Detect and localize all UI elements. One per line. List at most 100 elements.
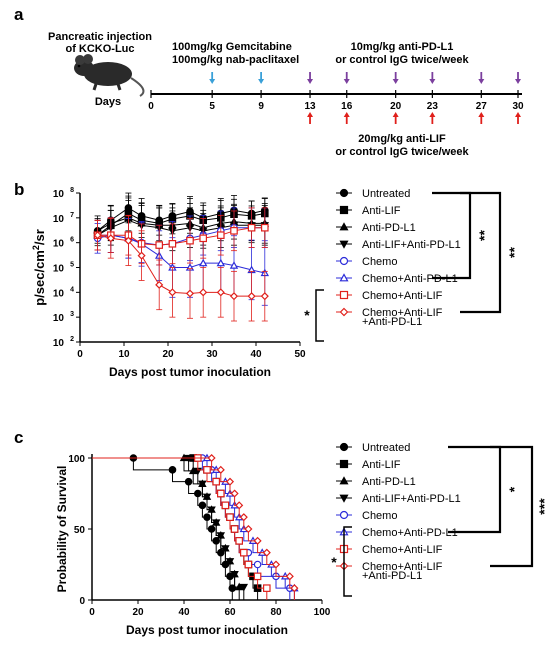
chemo-arrow [209, 79, 216, 84]
x-tick-label-b: 30 [206, 349, 218, 360]
data-point-b [217, 231, 225, 239]
significance-bracket-left-c [343, 526, 352, 597]
survival-point [207, 525, 216, 533]
survival-point [263, 584, 271, 592]
data-point-b [124, 236, 133, 245]
legend-marker [339, 256, 349, 266]
survival-point [253, 572, 262, 581]
legend-marker [339, 510, 349, 520]
bioluminescence-chart: 0 10 20 30 40 50 10 2 10 3 10 4 10 5 10 6 10 7 10 8 Days pos… [31, 187, 306, 379]
legend-marker [339, 494, 349, 503]
timeline-tick-label: 27 [476, 101, 488, 112]
survival-point [225, 477, 235, 486]
legend-label: Chemo+Anti-PD-L1 [362, 527, 458, 539]
survival-point [230, 489, 239, 498]
timeline-tick-label: 5 [209, 101, 215, 112]
survival-point [221, 545, 230, 553]
x-tick-label-c: 40 [178, 607, 190, 618]
legend-marker [339, 205, 349, 215]
legend-marker [339, 442, 349, 452]
survival-point [217, 489, 225, 498]
survival-point [230, 525, 239, 533]
survival-point [207, 453, 216, 463]
significance-mark-left-c: * [331, 554, 337, 570]
data-point-b [247, 292, 256, 301]
survival-point [228, 584, 237, 592]
legend-label: Chemo+Anti-PD-L1 [362, 273, 458, 285]
survival-point [216, 465, 225, 474]
y-axis-label-c: Probability of Survival [55, 466, 69, 593]
significance-mark-left: * [304, 307, 310, 323]
data-point-b [247, 223, 256, 232]
data-point-b [199, 288, 208, 297]
y-tick-label-c: 100 [68, 454, 85, 465]
survival-curve [92, 457, 268, 600]
legend-c: Untreated Anti-LIF Anti-PD-L1 Anti-LIF+Anti… [331, 442, 550, 597]
lif-dose-1: 20mg/kg anti-LIF [358, 133, 446, 145]
data-point-b [186, 236, 194, 245]
timeline: 0 5 9 13 16 20 23 27 30 [148, 72, 524, 124]
data-point-b [155, 280, 164, 289]
survival-point [226, 513, 234, 521]
pdl1-dose-2: or control IgG twice/week [335, 54, 469, 66]
x-tick-label-b: 0 [77, 349, 83, 360]
data-point-b [199, 234, 208, 243]
timeline-tick-label: 16 [341, 101, 353, 112]
survival-point [262, 548, 271, 557]
survival-point [253, 536, 262, 545]
mouse-icon [74, 54, 145, 97]
legend-label: Chemo+Anti-LIF [362, 544, 443, 556]
data-point-b [106, 234, 115, 243]
data-point-b [155, 241, 164, 249]
panel-a-title-line1: Pancreatic injection [48, 31, 152, 43]
y-tick-exp-b: 5 [70, 262, 74, 269]
y-tick-label-b: 10 [53, 189, 65, 200]
data-point-b [261, 223, 269, 232]
survival-point [198, 480, 207, 489]
data-point-b [229, 292, 239, 301]
data-point-b [168, 240, 177, 248]
significance-mark: ** [476, 230, 492, 241]
y-tick-exp-b: 3 [70, 311, 74, 318]
legend-label: Anti-LIF+Anti-PD-L1 [362, 239, 461, 251]
survival-point [244, 560, 253, 569]
data-point-b [168, 288, 177, 297]
significance-mark: * [506, 486, 522, 492]
x-tick-label-b: 50 [294, 349, 306, 360]
significance-bracket [448, 445, 502, 534]
legend-marker [339, 476, 349, 485]
y-tick-label-c: 0 [79, 596, 85, 607]
y-tick-exp-b: 8 [70, 187, 74, 194]
survival-point [184, 477, 193, 486]
data-point-b [229, 261, 239, 269]
survival-point [230, 571, 239, 579]
timeline-tick-label: 30 [512, 101, 524, 112]
survival-point [202, 493, 212, 502]
chemo-dose-1: 100mg/kg Gemcitabine [172, 41, 292, 53]
pdl1-arrow [478, 79, 485, 84]
panel-a-title-line2: of KCKO-Luc [65, 43, 134, 55]
y-tick-exp-b: 7 [70, 212, 74, 219]
y-tick-exp-b: 4 [70, 286, 74, 293]
pdl1-arrow [515, 79, 521, 84]
x-tick-label-c: 60 [224, 607, 236, 618]
survival-point [211, 519, 221, 527]
legend-marker [339, 222, 349, 231]
survival-point [207, 506, 216, 515]
survival-point [239, 583, 249, 592]
data-point-b [260, 292, 269, 301]
x-tick-label-c: 100 [314, 607, 331, 618]
x-axis-label-b: Days post tumor inoculation [109, 365, 271, 379]
data-point-b [185, 289, 195, 298]
legend-label: Chemo [362, 510, 397, 522]
survival-point [168, 466, 177, 474]
legend-label: Chemo [362, 256, 397, 268]
legend-label: Untreated [362, 188, 410, 200]
y-tick-label-c: 50 [74, 525, 86, 536]
lif-dose-2: or control IgG twice/week [335, 146, 469, 158]
lif-arrow [515, 112, 521, 117]
x-axis-label-c: Days post tumor inoculation [126, 623, 288, 637]
survival-curve [92, 457, 233, 600]
legend-marker [339, 459, 349, 469]
legend-label: Chemo+Anti-LIF [362, 290, 443, 302]
